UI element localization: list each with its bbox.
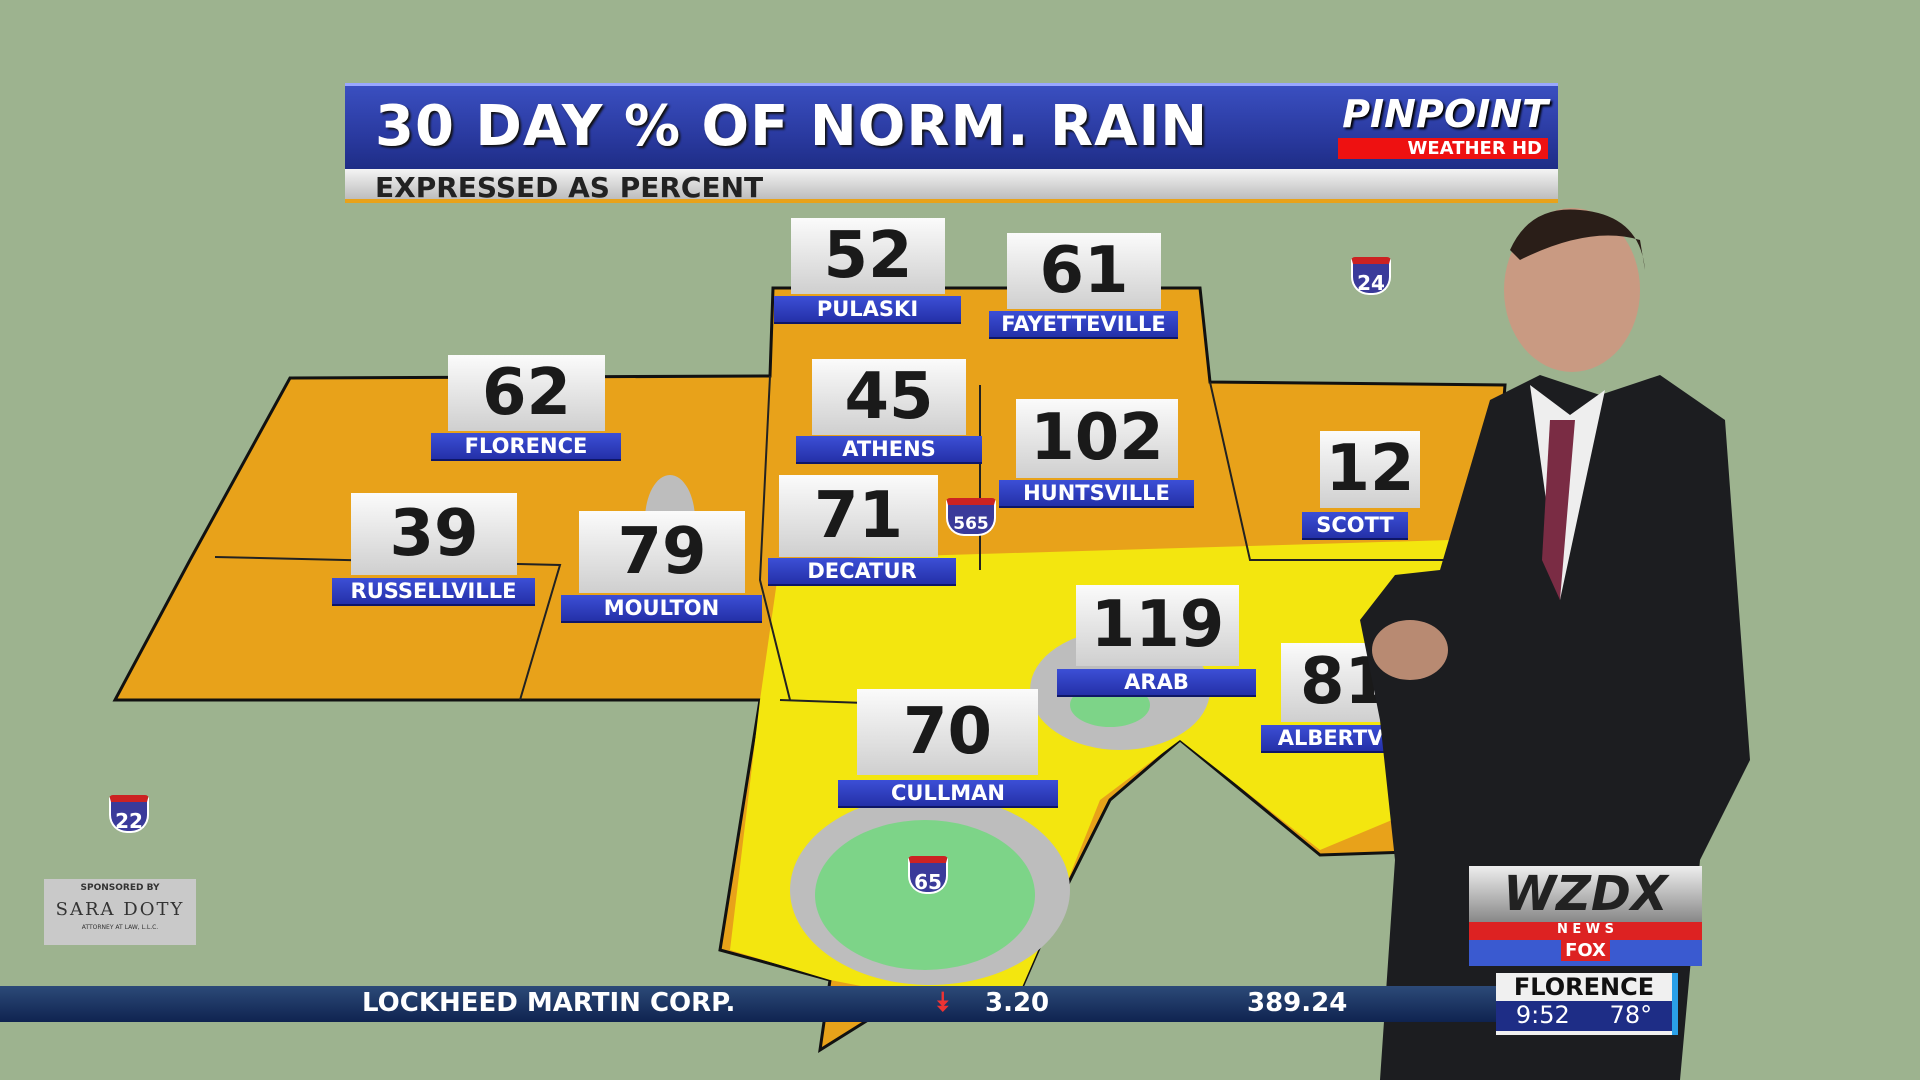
- rain-percent: 45: [812, 359, 966, 435]
- temperature: 78°: [1609, 1001, 1653, 1029]
- map-subtitle: EXPRESSED AS PERCENT: [375, 171, 764, 204]
- title-bar: 30 DAY % OF NORM. RAIN PINPOINT WEATHER …: [345, 83, 1558, 169]
- pinpoint-logo: PINPOINT WEATHER HD: [1338, 92, 1548, 164]
- ticker-company: LOCKHEED MARTIN CORP.: [362, 988, 736, 1018]
- city-name: FLORENCE: [431, 433, 621, 461]
- rain-percent: 61: [1007, 233, 1161, 309]
- rain-percent: 70: [857, 689, 1038, 775]
- green-zone: [815, 820, 1035, 970]
- city-name: MOULTON: [561, 595, 762, 623]
- down-arrow-icon: ⯯: [935, 988, 951, 1018]
- ticker-change: 3.20: [985, 988, 1050, 1018]
- rain-percent: 39: [351, 493, 517, 575]
- rain-percent: 79: [579, 511, 745, 593]
- sponsor-badge: SPONSORED BY SARA DOTY ATTORNEY AT LAW, …: [44, 879, 196, 945]
- subtitle-bar: EXPRESSED AS PERCENT: [345, 169, 1558, 204]
- city-name: FAYETTEVILLE: [989, 311, 1178, 339]
- city-name: PULASKI: [774, 296, 961, 324]
- city-name: HUNTSVILLE: [999, 480, 1194, 508]
- interstate-65-shield: 65: [908, 856, 948, 894]
- map-title: 30 DAY % OF NORM. RAIN: [375, 94, 1209, 159]
- ticker-price: 389.24: [1247, 988, 1348, 1018]
- time: 9:52: [1515, 1001, 1570, 1029]
- city-name: CULLMAN: [838, 780, 1058, 808]
- interstate-22-shield: 22: [109, 795, 149, 833]
- interstate-24-shield: 24: [1351, 257, 1391, 295]
- rain-percent: 62: [448, 355, 605, 431]
- stock-ticker: LOCKHEED MARTIN CORP. ⯯ 3.20 389.24: [0, 986, 1500, 1022]
- wzdx-logo: WZDX N E W S FOX: [1469, 866, 1702, 966]
- title-banner: 30 DAY % OF NORM. RAIN PINPOINT WEATHER …: [345, 83, 1558, 208]
- interstate-565-shield: 565: [946, 498, 996, 536]
- city-name: SCOTT: [1302, 512, 1408, 540]
- rain-percent: 102: [1016, 399, 1178, 478]
- rain-percent: 119: [1076, 585, 1239, 666]
- rain-percent: 71: [779, 475, 938, 557]
- rain-percent: 52: [791, 218, 945, 294]
- city-name: DECATUR: [768, 558, 956, 586]
- city-name: RUSSELLVILLE: [332, 578, 535, 606]
- city-name: ATHENS: [796, 436, 982, 464]
- city-name: ARAB: [1057, 669, 1256, 697]
- rain-percent: 12: [1320, 431, 1420, 508]
- weather-box: FLORENCE 9:52 78°: [1496, 973, 1678, 1035]
